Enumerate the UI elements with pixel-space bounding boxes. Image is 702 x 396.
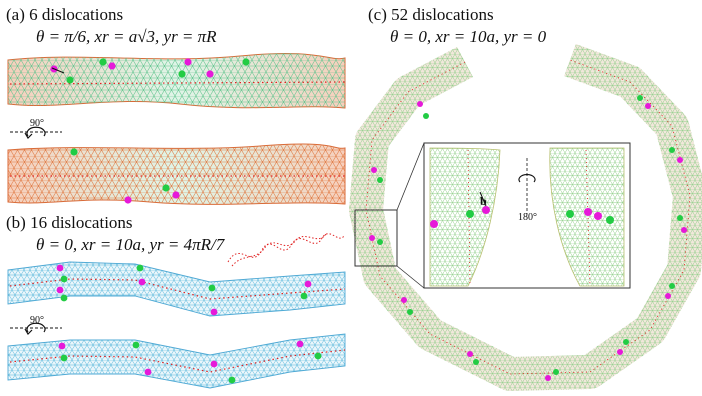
dislocations-a	[50, 58, 250, 204]
rotation-marker-b	[10, 322, 62, 335]
panel-b-title: (b) 16 dislocations	[6, 213, 133, 232]
panel-c-title: (c) 52 dislocations	[368, 5, 494, 24]
panel-c	[349, 44, 702, 391]
ring-tube	[349, 44, 702, 391]
panel-b-rotation-label: 90°	[30, 315, 44, 326]
rotation-marker-a	[10, 126, 62, 139]
ring-dislocations	[369, 95, 687, 381]
panel-a-rotation-label: 90°	[30, 118, 44, 129]
dislocations-b	[56, 264, 322, 384]
tube-b-top	[7, 261, 346, 317]
inset-panel	[423, 142, 631, 289]
helix-inset-b	[227, 233, 345, 267]
panel-a-title: (a) 6 dislocations	[6, 5, 124, 24]
panel-b-formula: θ = 0, xr = 10a, yr = 4πR/7	[36, 235, 225, 254]
tube-a-top	[7, 53, 346, 109]
panel-b	[7, 233, 346, 389]
tube-a-bottom	[7, 143, 346, 205]
panel-c-formula: θ = 0, xr = 10a, yr = 0	[390, 27, 547, 46]
burgers-vector-label: b	[480, 194, 487, 208]
zoom-box	[354, 142, 425, 289]
inset-rotation-label: 180°	[518, 212, 537, 223]
panel-a-formula: θ = π/6, xr = a√3, yr = πR	[36, 27, 217, 46]
panel-a	[7, 53, 346, 205]
tube-b-bottom	[7, 333, 346, 389]
